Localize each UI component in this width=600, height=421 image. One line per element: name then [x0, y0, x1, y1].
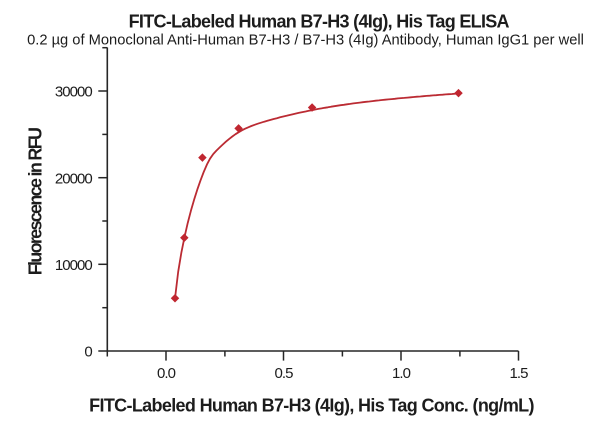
svg-text:Fluorescence in RFU: Fluorescence in RFU	[26, 128, 46, 275]
svg-text:0.0: 0.0	[157, 365, 176, 382]
svg-text:30000: 30000	[55, 84, 93, 101]
svg-text:0: 0	[84, 344, 92, 361]
svg-text:10000: 10000	[55, 257, 93, 274]
svg-text:FITC-Labeled Human B7-H3 (4Ig): FITC-Labeled Human B7-H3 (4Ig), His Tag …	[129, 11, 510, 31]
svg-text:0.2 µg of Monoclonal Anti-Huma: 0.2 µg of Monoclonal Anti-Human B7-H3 / …	[27, 32, 584, 48]
svg-text:FITC-Labeled Human B7-H3 (4Ig): FITC-Labeled Human B7-H3 (4Ig), His Tag …	[89, 395, 534, 415]
svg-text:20000: 20000	[55, 170, 93, 187]
svg-text:1.0: 1.0	[392, 365, 411, 382]
svg-text:0.5: 0.5	[274, 365, 293, 382]
svg-text:1.5: 1.5	[509, 365, 528, 382]
